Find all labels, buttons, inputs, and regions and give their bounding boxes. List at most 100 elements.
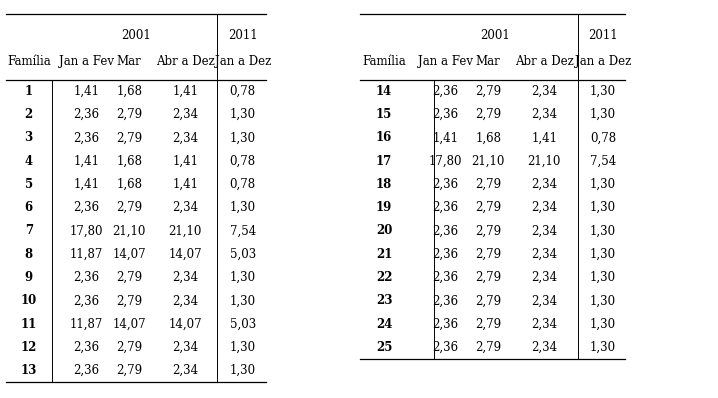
Text: 1,30: 1,30	[230, 131, 256, 144]
Text: 18: 18	[376, 178, 392, 191]
Text: 17: 17	[376, 154, 392, 168]
Text: 2001: 2001	[121, 29, 151, 42]
Text: Jan a Fev: Jan a Fev	[418, 55, 472, 68]
Text: 2,79: 2,79	[116, 201, 142, 214]
Text: 17,80: 17,80	[429, 154, 462, 168]
Text: 2,34: 2,34	[172, 131, 198, 144]
Text: 13: 13	[21, 364, 37, 377]
Text: 2,36: 2,36	[432, 248, 458, 261]
Text: 1,30: 1,30	[590, 108, 616, 121]
Text: 2001: 2001	[480, 29, 510, 42]
Text: 2,34: 2,34	[531, 178, 557, 191]
Text: 2,36: 2,36	[432, 224, 458, 238]
Text: 17,80: 17,80	[70, 224, 103, 238]
Text: 12: 12	[21, 341, 37, 354]
Text: 8: 8	[24, 248, 33, 261]
Text: 6: 6	[24, 201, 33, 214]
Text: 2,36: 2,36	[73, 131, 99, 144]
Text: 10: 10	[21, 294, 37, 307]
Text: 2,36: 2,36	[432, 108, 458, 121]
Text: 2,79: 2,79	[116, 294, 142, 307]
Text: 2,34: 2,34	[531, 248, 557, 261]
Text: 2,34: 2,34	[531, 294, 557, 307]
Text: 1,30: 1,30	[230, 271, 256, 284]
Text: 2,34: 2,34	[172, 341, 198, 354]
Text: 1,41: 1,41	[73, 85, 99, 98]
Text: 2,36: 2,36	[73, 364, 99, 377]
Text: 25: 25	[376, 341, 392, 354]
Text: 4: 4	[24, 154, 33, 168]
Text: 14,07: 14,07	[169, 248, 202, 261]
Text: 2,79: 2,79	[475, 318, 501, 331]
Text: 7: 7	[24, 224, 33, 238]
Text: 2011: 2011	[228, 29, 258, 42]
Text: 2,34: 2,34	[531, 271, 557, 284]
Text: 3: 3	[24, 131, 33, 144]
Text: 2,36: 2,36	[432, 178, 458, 191]
Text: 2,34: 2,34	[172, 364, 198, 377]
Text: 2,36: 2,36	[432, 201, 458, 214]
Text: 15: 15	[376, 108, 392, 121]
Text: 14: 14	[376, 85, 392, 98]
Text: 19: 19	[376, 201, 392, 214]
Text: 5,03: 5,03	[230, 248, 256, 261]
Text: 1,30: 1,30	[590, 85, 616, 98]
Text: 1,30: 1,30	[590, 248, 616, 261]
Text: 2,79: 2,79	[475, 178, 501, 191]
Text: 1,41: 1,41	[172, 154, 198, 168]
Text: 11: 11	[21, 318, 37, 331]
Text: 21,10: 21,10	[113, 224, 146, 238]
Text: Jan a Fev: Jan a Fev	[59, 55, 113, 68]
Text: 21,10: 21,10	[528, 154, 561, 168]
Text: 2,36: 2,36	[73, 108, 99, 121]
Text: 2,79: 2,79	[116, 108, 142, 121]
Text: 1,68: 1,68	[116, 154, 142, 168]
Text: 1,30: 1,30	[230, 341, 256, 354]
Text: 2,36: 2,36	[432, 318, 458, 331]
Text: 2,36: 2,36	[432, 341, 458, 354]
Text: 2,36: 2,36	[432, 85, 458, 98]
Text: 2,34: 2,34	[172, 201, 198, 214]
Text: 1,41: 1,41	[432, 131, 458, 144]
Text: 2,34: 2,34	[531, 224, 557, 238]
Text: 2,34: 2,34	[531, 85, 557, 98]
Text: 2,34: 2,34	[531, 318, 557, 331]
Text: 2,34: 2,34	[172, 294, 198, 307]
Text: 1,30: 1,30	[590, 341, 616, 354]
Text: 2,34: 2,34	[172, 271, 198, 284]
Text: 1,30: 1,30	[230, 294, 256, 307]
Text: 1,30: 1,30	[590, 178, 616, 191]
Text: 2,79: 2,79	[475, 341, 501, 354]
Text: Jan a Dez: Jan a Dez	[215, 55, 271, 68]
Text: 0,78: 0,78	[230, 85, 256, 98]
Text: 11,87: 11,87	[70, 318, 103, 331]
Text: 0,78: 0,78	[230, 154, 256, 168]
Text: 2,36: 2,36	[73, 294, 99, 307]
Text: 21,10: 21,10	[472, 154, 505, 168]
Text: 1,30: 1,30	[590, 224, 616, 238]
Text: 1,30: 1,30	[590, 318, 616, 331]
Text: 2,36: 2,36	[73, 341, 99, 354]
Text: 1,41: 1,41	[172, 178, 198, 191]
Text: 1,30: 1,30	[230, 201, 256, 214]
Text: 2,79: 2,79	[116, 271, 142, 284]
Text: 0,78: 0,78	[230, 178, 256, 191]
Text: 22: 22	[376, 271, 392, 284]
Text: Família: Família	[363, 55, 406, 68]
Text: 1,41: 1,41	[172, 85, 198, 98]
Text: 2,79: 2,79	[475, 201, 501, 214]
Text: Família: Família	[7, 55, 50, 68]
Text: 1,41: 1,41	[531, 131, 557, 144]
Text: 2,79: 2,79	[475, 294, 501, 307]
Text: 2,79: 2,79	[475, 85, 501, 98]
Text: 2,36: 2,36	[73, 271, 99, 284]
Text: 1,30: 1,30	[230, 108, 256, 121]
Text: 1,68: 1,68	[116, 178, 142, 191]
Text: 2,79: 2,79	[475, 248, 501, 261]
Text: 5: 5	[24, 178, 33, 191]
Text: 1,30: 1,30	[590, 201, 616, 214]
Text: Jan a Dez: Jan a Dez	[575, 55, 631, 68]
Text: Mar: Mar	[476, 55, 500, 68]
Text: 1,30: 1,30	[590, 271, 616, 284]
Text: 1,41: 1,41	[73, 178, 99, 191]
